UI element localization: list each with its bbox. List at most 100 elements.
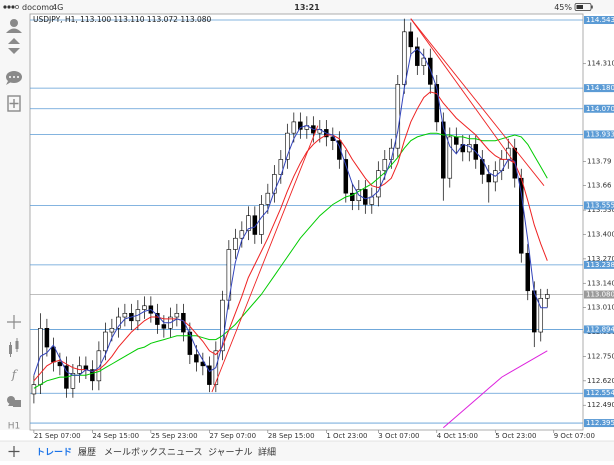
x-tick-label: 5 Oct 23:00 xyxy=(495,432,536,440)
last-price-label: 113.080 xyxy=(586,291,614,299)
x-tick-label: 1 Oct 23:00 xyxy=(326,432,367,440)
candle-body xyxy=(187,331,193,355)
signal xyxy=(3,5,19,9)
candle-body xyxy=(337,140,342,160)
level-label: 114.543 xyxy=(586,16,614,24)
candle-body xyxy=(298,121,303,130)
crosshair-icon[interactable] xyxy=(7,315,21,329)
trendline xyxy=(211,125,319,393)
y-tick-label: 112.750 xyxy=(587,352,614,360)
objects-icon[interactable] xyxy=(7,396,21,407)
x-tick-label: 24 Sep 15:00 xyxy=(92,432,139,440)
candle-body xyxy=(382,159,388,171)
y-tick-label: 112.490 xyxy=(587,401,614,409)
candle-body xyxy=(207,365,212,385)
add-button[interactable] xyxy=(8,446,20,457)
level-label-box xyxy=(584,201,614,210)
candle-body xyxy=(363,189,368,205)
x-tick-label: 25 Sep 23:00 xyxy=(151,432,198,440)
candle-body xyxy=(51,346,56,363)
x-tick-label: 9 Oct 07:00 xyxy=(554,432,595,440)
candle-body xyxy=(96,350,102,382)
level-label: 114.070 xyxy=(586,105,614,113)
candle-body xyxy=(194,354,199,363)
candle-body xyxy=(486,174,492,183)
tab[interactable]: ジャーナル xyxy=(208,448,253,458)
level-label-box xyxy=(584,419,614,428)
level-label-box xyxy=(584,389,614,398)
indicator-icon[interactable]: f xyxy=(11,368,19,382)
trendline xyxy=(410,18,545,186)
candle-body xyxy=(454,136,459,145)
moving-average xyxy=(33,91,548,382)
x-tick-label: 27 Sep 07:00 xyxy=(209,432,256,440)
level-label-box xyxy=(584,84,614,93)
candle-body xyxy=(421,57,427,66)
trade-icon[interactable] xyxy=(8,38,20,54)
level-label-box xyxy=(584,325,614,334)
candle-body xyxy=(220,299,225,352)
candle-body xyxy=(44,327,50,348)
tab-bar xyxy=(0,441,614,461)
level-label-box xyxy=(584,260,614,269)
level-label: 114.180 xyxy=(586,84,614,92)
candle-body xyxy=(272,174,277,194)
timeframe-button[interactable]: H1 xyxy=(8,422,21,432)
candle-body xyxy=(122,312,128,318)
y-tick-label: 113.010 xyxy=(587,304,614,312)
tab[interactable]: 詳細 xyxy=(258,448,277,458)
last-price-box xyxy=(584,290,614,299)
moving-average xyxy=(33,132,548,389)
level-label: 113.555 xyxy=(586,201,614,209)
candle-body xyxy=(90,369,95,382)
candle-body xyxy=(376,170,381,198)
y-tick-label: 113.270 xyxy=(587,255,614,263)
candle-body xyxy=(441,121,446,179)
candle-body xyxy=(434,84,440,123)
level-label: 113.238 xyxy=(586,261,614,269)
left-toolbar xyxy=(0,14,30,430)
new-order-icon[interactable] xyxy=(7,95,21,112)
chat-icon[interactable] xyxy=(6,71,22,85)
status-bar xyxy=(0,0,614,14)
candle-body xyxy=(285,132,290,160)
level-label: 113.933 xyxy=(586,130,614,138)
carrier: docomo xyxy=(22,3,54,12)
candle-body xyxy=(369,196,375,205)
candle-body xyxy=(103,331,108,352)
plot xyxy=(30,18,583,429)
candle-body xyxy=(259,204,264,235)
level-label-box xyxy=(584,16,614,25)
candle-body xyxy=(525,252,531,292)
y-tick-label: 112.620 xyxy=(587,377,614,385)
candle-body xyxy=(233,237,238,250)
plot-area xyxy=(29,13,584,431)
x-tick-label: 3 Oct 07:00 xyxy=(378,432,419,440)
y-tick-label: 113.79 xyxy=(587,157,612,165)
tab[interactable]: ニュース xyxy=(167,448,203,458)
candle-body xyxy=(252,215,258,235)
chart-type-icon[interactable] xyxy=(9,338,19,357)
toolbar-icons: f xyxy=(6,19,22,407)
candle-body xyxy=(57,361,63,367)
moving-average xyxy=(33,47,548,376)
level-label: 112.554 xyxy=(586,389,614,397)
account-icon[interactable] xyxy=(6,19,22,33)
candle-body xyxy=(116,316,121,329)
tab[interactable]: トレード xyxy=(36,448,73,458)
candle-body xyxy=(538,297,544,333)
level-label-box xyxy=(584,130,614,139)
candle-body xyxy=(239,230,245,239)
tab[interactable]: 履歴 xyxy=(78,448,97,458)
x-tick-label: 4 Oct 15:00 xyxy=(437,432,478,440)
y-tick-label: 113.66 xyxy=(587,182,612,190)
candle-body xyxy=(519,177,524,254)
candle-body xyxy=(109,327,115,333)
candle-body xyxy=(545,294,550,299)
symbol-label: USDJPY, H1, 113.100 113.110 113.072 113.… xyxy=(33,15,212,24)
candle-body xyxy=(174,312,180,318)
candle-body xyxy=(83,365,89,370)
battery-percent: 45% xyxy=(554,3,572,12)
tab[interactable]: メールボックス xyxy=(104,448,167,458)
candle-body xyxy=(142,305,147,310)
